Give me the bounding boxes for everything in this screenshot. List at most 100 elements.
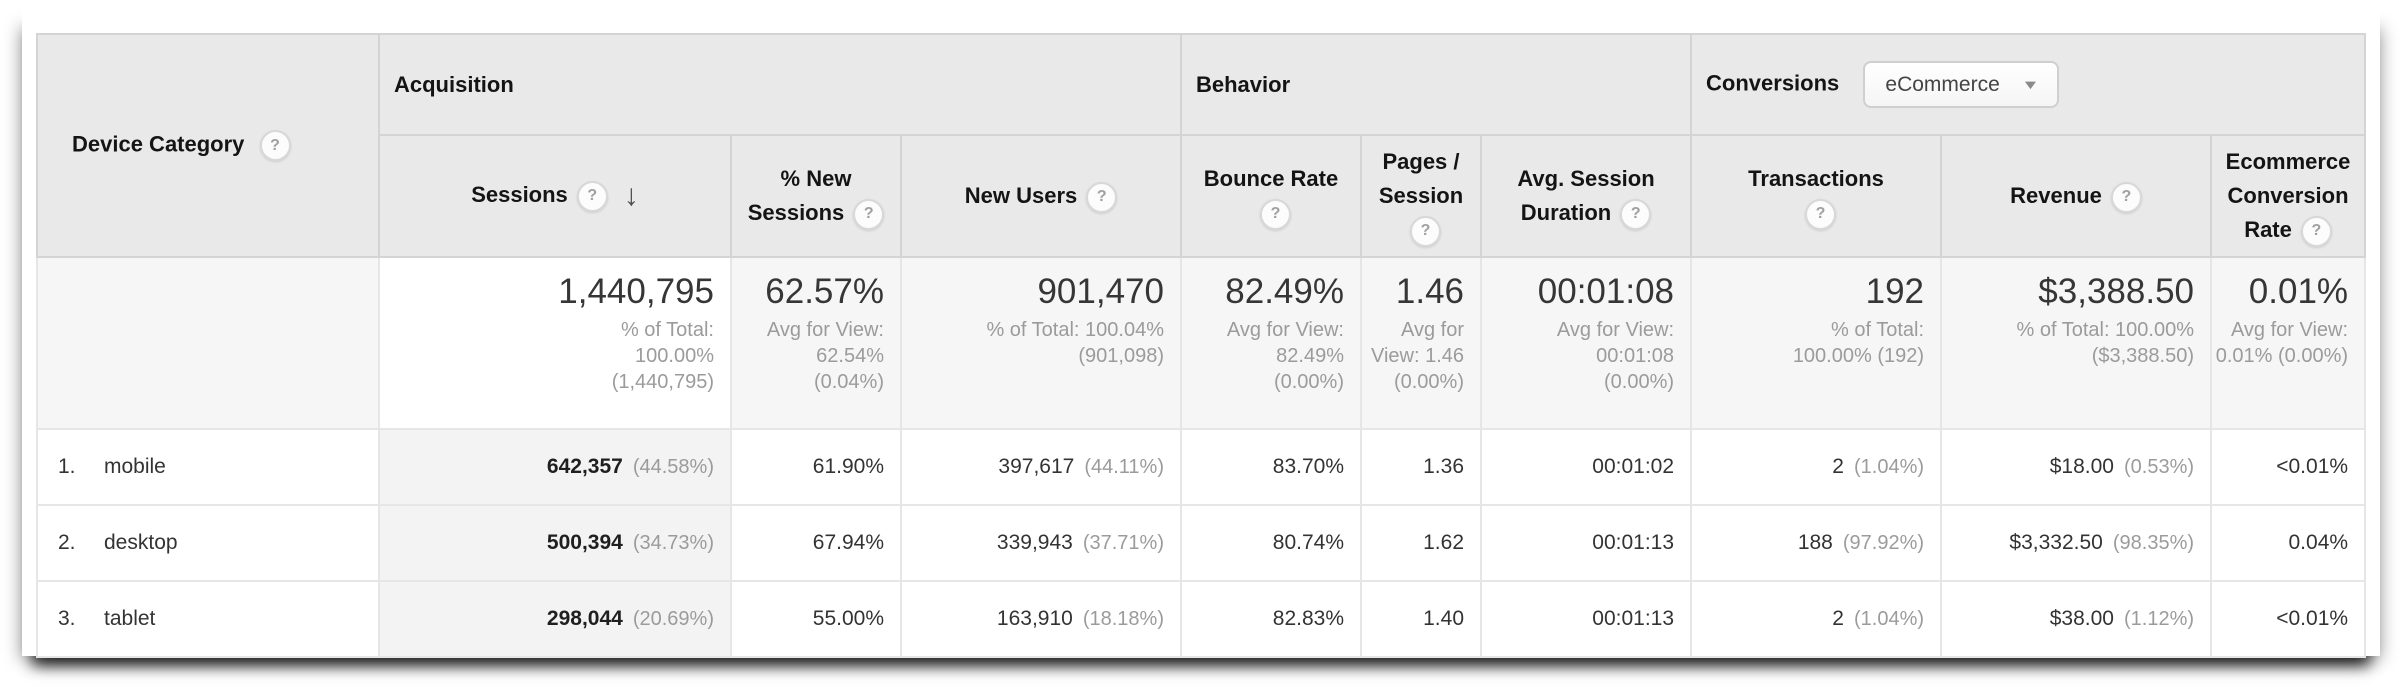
transactions-cell: 2 (1.04%)	[1690, 580, 1943, 658]
help-icon[interactable]: ?	[1410, 215, 1441, 247]
help-icon[interactable]: ?	[853, 198, 885, 230]
bounce-rate-value: 80.74%	[1272, 531, 1344, 554]
ecommerce-conversion-rate-value: <0.01%	[2276, 455, 2349, 478]
help-icon[interactable]: ?	[576, 180, 608, 212]
help-icon[interactable]: ?	[1805, 198, 1837, 230]
bounce-rate-value: 83.70%	[1272, 455, 1344, 478]
pct-new-sessions-value: 55.00%	[812, 607, 884, 630]
pages-session-cell: 1.62	[1360, 504, 1482, 582]
ecommerce-conversion-rate-value: <0.01%	[2276, 607, 2349, 630]
device-name: tablet	[104, 607, 156, 630]
col-header-ecommerce-conversion-rate[interactable]: Ecommerce Conversion Rate?	[2210, 134, 2367, 258]
avg-session-duration-cell: 00:01:02	[1479, 428, 1693, 506]
sessions-cell: 500,394 (34.73%)	[378, 504, 732, 582]
group-acquisition: Acquisition	[378, 33, 1182, 136]
sort-desc-icon[interactable]: ↓	[623, 178, 639, 212]
col-header-new-users-label: New Users	[964, 182, 1078, 208]
totals-avg-session-duration-sub: Avg for View: 00:01:08 (0.00%)	[1556, 319, 1675, 393]
transactions-cell: 188 (97.92%)	[1690, 504, 1943, 582]
totals-bounce-rate-sub: Avg for View: 82.49% (0.00%)	[1226, 319, 1344, 393]
totals-dimension-cell	[36, 256, 380, 430]
pct-new-sessions-cell: 55.00%	[730, 580, 902, 658]
totals-revenue-sub: % of Total: 100.00% ($3,388.50)	[2016, 319, 2195, 367]
avg-session-duration-value: 00:01:13	[1592, 531, 1675, 554]
col-header-ecommerce-conversion-rate-label: Ecommerce Conversion Rate	[2225, 148, 2351, 243]
pages-session-value: 1.40	[1423, 607, 1464, 630]
totals-ecommerce-conversion-rate-value: 0.01%	[2248, 272, 2349, 311]
sessions-value: 500,394	[546, 531, 623, 554]
col-header-new-users[interactable]: New Users?	[900, 134, 1182, 258]
totals-sessions: 1,440,795 % of Total: 100.00% (1,440,795…	[378, 256, 732, 430]
ecommerce-conversion-rate-cell: <0.01%	[2210, 580, 2367, 658]
totals-pct-new-sessions-value: 62.57%	[765, 272, 884, 311]
totals-sessions-sub: % of Total: 100.00% (1,440,795)	[611, 319, 714, 393]
transactions-pct: (1.04%)	[1853, 456, 1925, 478]
totals-pages-session-value: 1.46	[1395, 272, 1464, 311]
transactions-value: 2	[1832, 607, 1844, 630]
device-cell: 2. desktop	[36, 504, 380, 582]
sessions-value: 642,357	[546, 455, 623, 478]
col-header-avg-session-duration[interactable]: Avg. Session Duration?	[1479, 134, 1693, 258]
group-header-row: Device Category ? Acquisition Behavior C…	[36, 33, 2367, 258]
screenshot-card: Device Category ? Acquisition Behavior C…	[22, 6, 2380, 658]
totals-sessions-value: 1,440,795	[558, 272, 714, 311]
totals-ecommerce-conversion-rate-sub: Avg for View: 0.01% (0.00%)	[2215, 319, 2349, 367]
group-behavior: Behavior	[1179, 33, 1693, 136]
ecommerce-conversion-rate-value: 0.04%	[2288, 531, 2349, 554]
totals-pages-session-sub: Avg for View: 1.46 (0.00%)	[1370, 319, 1464, 393]
ecommerce-dropdown[interactable]: eCommerce ▼	[1863, 61, 2059, 108]
new-users-pct: (44.11%)	[1084, 456, 1164, 478]
revenue-pct: (0.53%)	[2123, 456, 2195, 478]
new-users-cell: 339,943 (37.71%)	[900, 504, 1182, 582]
totals-transactions-sub: % of Total: 100.00% (192)	[1792, 319, 1925, 367]
pages-session-cell: 1.36	[1360, 428, 1482, 506]
sessions-value: 298,044	[546, 607, 623, 630]
transactions-value: 188	[1797, 531, 1833, 554]
transactions-cell: 2 (1.04%)	[1690, 428, 1943, 506]
help-icon[interactable]: ?	[259, 130, 291, 161]
col-header-bounce-rate[interactable]: Bounce Rate?	[1180, 134, 1362, 258]
help-icon[interactable]: ?	[1086, 181, 1118, 213]
new-users-cell: 397,617 (44.11%)	[900, 428, 1182, 506]
col-header-sessions[interactable]: Sessions? ↓	[378, 134, 732, 258]
totals-revenue: $3,388.50 % of Total: 100.00% ($3,388.50…	[1940, 256, 2213, 430]
column-header-row: Sessions? ↓ % New Sessions? New Users? Bo…	[37, 134, 2367, 258]
col-header-pct-new-sessions[interactable]: % New Sessions?	[730, 134, 902, 258]
pages-session-cell: 1.40	[1360, 580, 1482, 658]
sessions-pct: (20.69%)	[632, 608, 714, 630]
totals-bounce-rate-value: 82.49%	[1225, 272, 1344, 311]
device-category-header[interactable]: Device Category ?	[36, 33, 380, 258]
sessions-cell: 298,044 (20.69%)	[378, 580, 732, 658]
ecommerce-conversion-rate-cell: <0.01%	[2210, 428, 2367, 506]
sessions-cell: 642,357 (44.58%)	[378, 428, 732, 506]
col-header-sessions-label: Sessions	[471, 181, 568, 207]
col-header-pct-new-sessions-label: % New Sessions	[747, 165, 852, 225]
revenue-cell: $18.00 (0.53%)	[1940, 428, 2213, 506]
totals-transactions-value: 192	[1865, 272, 1925, 311]
col-header-revenue-label: Revenue	[2010, 182, 2102, 208]
ecommerce-conversion-rate-cell: 0.04%	[2210, 504, 2367, 582]
group-conversions-label: Conversions	[1706, 70, 1840, 96]
new-users-value: 339,943	[996, 531, 1073, 554]
table-row-tablet: 3. tablet 298,044 (20.69%) 55.00% 163,910 (…	[36, 580, 2367, 658]
col-header-transactions[interactable]: Transactions?	[1690, 134, 1943, 258]
help-icon[interactable]: ?	[1620, 198, 1652, 230]
row-index: 2.	[58, 531, 76, 554]
pct-new-sessions-value: 67.94%	[812, 531, 884, 554]
col-header-revenue[interactable]: Revenue?	[1940, 134, 2213, 258]
table-row-mobile: 1. mobile 642,357 (44.58%) 61.90% 397,617 (…	[36, 428, 2367, 506]
pages-session-value: 1.62	[1423, 531, 1464, 554]
help-icon[interactable]: ?	[2300, 215, 2332, 247]
col-header-pages-session[interactable]: Pages / Session?	[1360, 134, 1482, 258]
totals-ecommerce-conversion-rate: 0.01% Avg for View: 0.01% (0.00%)	[2210, 256, 2367, 430]
totals-pages-session: 1.46 Avg for View: 1.46 (0.00%)	[1360, 256, 1482, 430]
totals-transactions: 192 % of Total: 100.00% (192)	[1690, 256, 1943, 430]
transactions-value: 2	[1832, 455, 1844, 478]
row-index: 3.	[58, 607, 76, 630]
revenue-value: $3,332.50	[2009, 531, 2103, 554]
help-icon[interactable]: ?	[2110, 181, 2142, 213]
transactions-pct: (1.04%)	[1853, 608, 1925, 630]
revenue-cell: $38.00 (1.12%)	[1940, 580, 2213, 658]
col-header-avg-session-duration-label: Avg. Session Duration	[1517, 165, 1655, 225]
help-icon[interactable]: ?	[1260, 198, 1291, 230]
